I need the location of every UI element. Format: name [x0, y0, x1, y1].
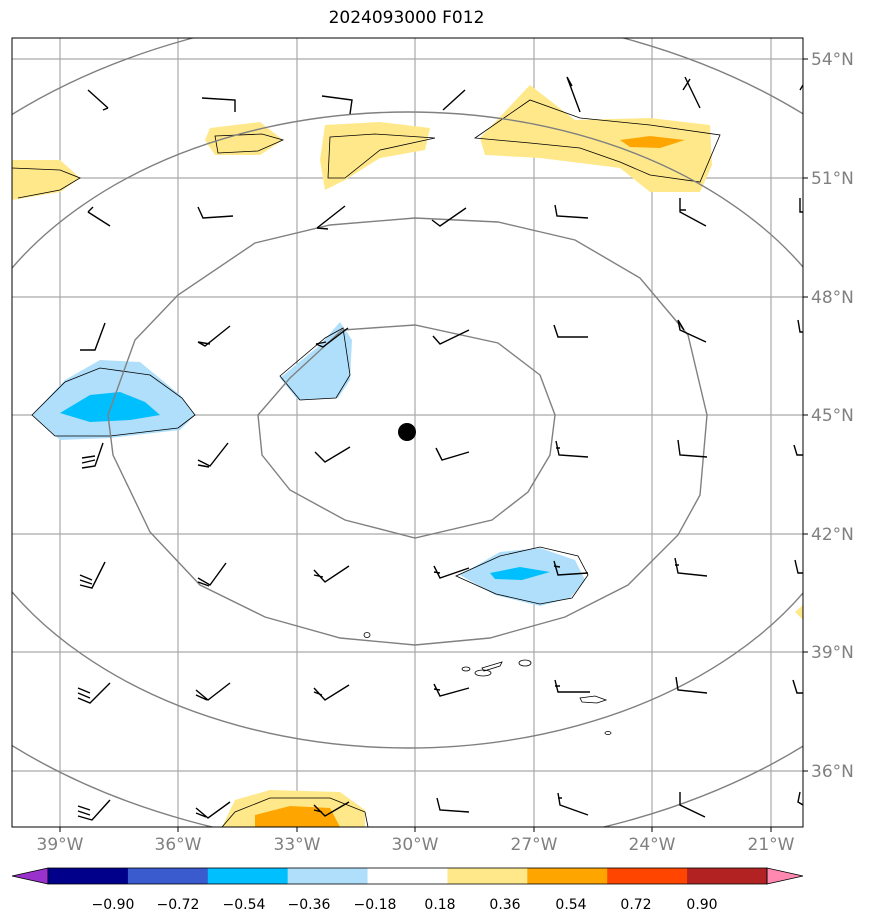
colorbar-tick-label: 0.90 — [686, 897, 717, 913]
lon-label: 21°W — [748, 835, 795, 855]
positive-region — [12, 160, 80, 200]
colorbar-segment — [367, 868, 448, 884]
lat-label: 42°N — [811, 525, 854, 545]
axis-ticks — [59, 58, 808, 832]
anomaly-contours — [12, 99, 721, 827]
colorbar — [11, 867, 804, 885]
colorbar-segment — [607, 868, 688, 884]
lon-label: 27°W — [511, 835, 558, 855]
colorbar-tick-label: 0.18 — [424, 897, 455, 913]
colorbar-tick-label: 0.54 — [555, 897, 586, 913]
positive-region — [795, 605, 803, 620]
colorbar-segment — [207, 868, 289, 884]
latitude-labels: 54°N 51°N 48°N 45°N 42°N 39°N 36°N — [811, 50, 854, 782]
colorbar-outline — [47, 867, 768, 885]
colorbar-segment — [527, 868, 608, 884]
colorbar-tick-label: −0.54 — [223, 897, 266, 913]
colorbar-tick-label: −0.36 — [288, 897, 331, 913]
distance-rings — [12, 38, 803, 827]
lon-label: 24°W — [629, 835, 676, 855]
lat-label: 39°N — [811, 643, 854, 663]
colorbar-segment — [127, 868, 209, 884]
map-title: 2024093000 F012 — [328, 8, 485, 28]
negative-region — [280, 322, 352, 400]
colorbar-segment — [48, 868, 129, 884]
wind-barbs — [77, 76, 803, 821]
colorbar-tick-label: −0.90 — [92, 897, 135, 913]
colorbar-extend-low — [11, 867, 49, 885]
colorbar-segment — [687, 868, 768, 884]
colorbar-segment — [447, 868, 528, 884]
positive-region-strong — [620, 136, 685, 148]
positive-region — [320, 122, 430, 190]
negative-region-strong — [490, 567, 550, 580]
negative-region-strong — [60, 392, 160, 422]
colorbar-segment — [287, 868, 369, 884]
lon-label: 33°W — [274, 835, 321, 855]
lon-label: 36°W — [155, 835, 202, 855]
colorbar-extend-high — [766, 867, 804, 885]
lat-label: 45°N — [811, 406, 854, 426]
colorbar-tick-label: −0.18 — [354, 897, 397, 913]
lon-label: 30°W — [392, 835, 439, 855]
positive-region — [205, 122, 283, 155]
map-border — [11, 37, 804, 828]
graticule — [12, 38, 803, 827]
lon-label: 39°W — [37, 835, 84, 855]
colorbar-tick-label: −0.72 — [157, 897, 200, 913]
colorbar-tick-label: 0.36 — [489, 897, 520, 913]
colorbar-labels: −0.90 −0.72 −0.54 −0.36 −0.18 0.18 0.36 … — [92, 897, 718, 913]
colorbar-tick-label: 0.72 — [620, 897, 651, 913]
positive-region — [480, 85, 712, 192]
lat-label: 48°N — [811, 288, 854, 308]
storm-center-marker — [398, 423, 416, 441]
lat-label: 51°N — [811, 169, 854, 189]
longitude-labels: 39°W 36°W 33°W 30°W 27°W 24°W 21°W — [37, 835, 795, 855]
lat-label: 54°N — [811, 50, 854, 70]
lat-label: 36°N — [811, 762, 854, 782]
